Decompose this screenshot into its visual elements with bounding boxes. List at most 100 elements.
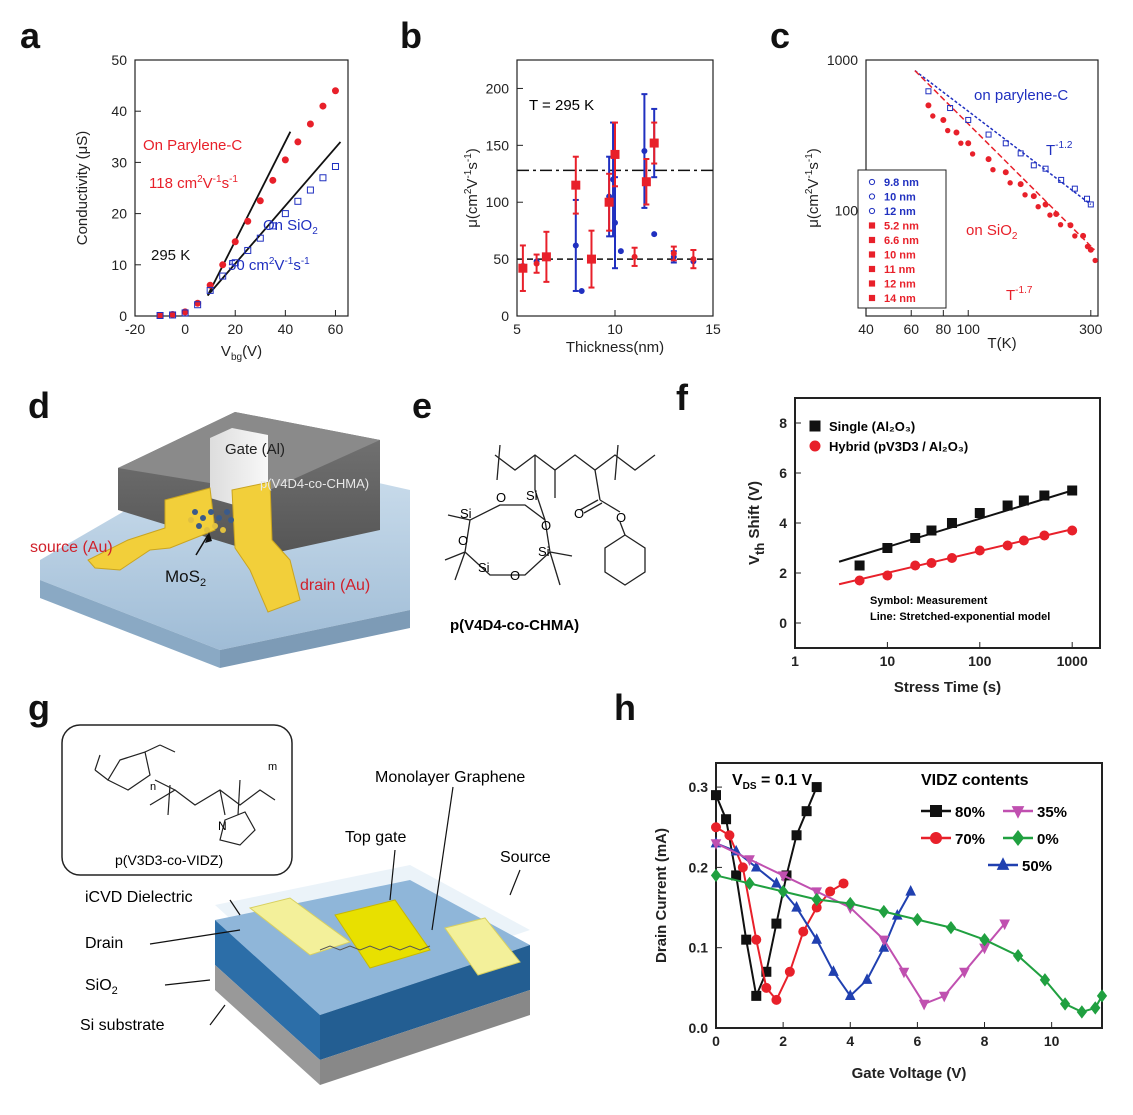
y-tick-label: 4: [779, 515, 787, 531]
data-point: [256, 234, 264, 242]
data-point: [777, 884, 789, 899]
data-point: [1090, 1001, 1101, 1015]
data-point: [771, 876, 782, 888]
data-point: [1092, 257, 1098, 264]
x-tick-label: 60: [903, 321, 919, 337]
data-point: [959, 967, 970, 979]
inset-N: N: [218, 819, 227, 833]
x-tick-label: 40: [858, 321, 874, 337]
data-point: [940, 116, 947, 123]
chart-h: 0 2 4 6 8 10 0.0 0.1 0.2 0.3 Gate Voltage (V) Drain…: [653, 762, 1108, 1082]
legend-marker: [809, 420, 821, 432]
data-point: [206, 281, 214, 289]
data-point: [294, 138, 302, 146]
data-point: [744, 876, 755, 891]
legend-marker: [868, 265, 876, 273]
x-tick-label: 10: [1044, 1033, 1060, 1049]
data-point: [965, 116, 972, 123]
data-point: [231, 238, 239, 246]
y-tick-label: 0.3: [689, 779, 709, 795]
y-tick-label: 50: [493, 251, 509, 267]
data-point: [1035, 204, 1041, 210]
data-point: [828, 965, 839, 976]
x-tick-label: 10: [607, 321, 623, 337]
data-point: [1087, 201, 1094, 208]
legend-item: 0%: [1037, 831, 1059, 848]
inset-structure: [94, 744, 276, 846]
panel-label-b: b: [400, 15, 422, 56]
label-drain: Drain: [85, 935, 123, 952]
data-point: [910, 533, 921, 543]
y-tick-label: 50: [111, 52, 127, 68]
data-point: [518, 263, 528, 273]
data-point: [1047, 212, 1053, 218]
data-point: [219, 272, 227, 280]
data-point: [777, 871, 789, 882]
data-point: [578, 287, 585, 294]
data-point: [882, 543, 893, 553]
y-tick-label: 0.0: [689, 1020, 709, 1036]
legend-title: VIDZ contents: [921, 772, 1029, 789]
data-point: [761, 966, 772, 977]
data-point: [306, 120, 314, 128]
x-tick-label: 6: [913, 1033, 921, 1049]
source-pad: [444, 917, 521, 976]
substrate-side: [220, 610, 410, 668]
data-point: [953, 129, 960, 136]
legend-item: 5.2 nm: [884, 221, 919, 233]
chem-atom-labels: Si O Si O O Si Si O O O p(V4D4-co-CHMA): [450, 488, 626, 634]
source-electrode: [87, 487, 216, 571]
svg-text:O: O: [458, 533, 468, 548]
pointer-lines: [149, 786, 521, 1026]
y-tick-label: 6: [779, 465, 787, 481]
data-point: [938, 991, 950, 1003]
chart-c: 40 60 80 100 300 100 1000 T(K) μ(cm2V-1s-1) on pa…: [804, 52, 1103, 352]
data-point: [918, 999, 930, 1011]
data-point: [969, 151, 976, 157]
data-point: [194, 299, 202, 307]
si-front: [215, 965, 320, 1085]
polymer-label: p(V4D4-co-CHMA): [260, 476, 369, 491]
svg-text:O: O: [616, 510, 626, 525]
data-point: [219, 261, 227, 269]
data-point: [1039, 490, 1050, 501]
data-point: [801, 806, 812, 817]
y-tick-label: 0: [119, 308, 127, 324]
y-tick-label: 20: [111, 206, 127, 222]
y-axis-label: μ(cm2V-1s-1): [463, 148, 481, 228]
legend-marker: [868, 193, 876, 200]
data-point: [854, 575, 865, 586]
data-point: [737, 862, 748, 873]
data-point: [269, 176, 277, 184]
sio2-front: [215, 920, 320, 1060]
x-tick-label: 0: [712, 1033, 720, 1049]
data-point: [670, 250, 677, 257]
graphene-device-g: n m N p(V3D3-co-VIDZ) Monolayer Graphene…: [61, 724, 551, 1085]
data-point: [930, 113, 936, 119]
legend-marker: [809, 440, 821, 452]
data-point: [925, 102, 932, 109]
data-point: [1017, 150, 1024, 157]
substrate-front: [40, 580, 220, 668]
data-point: [761, 982, 772, 993]
series-line: [715, 786, 818, 1000]
legend-item: 11 nm: [884, 264, 915, 276]
panel-label-a: a: [20, 15, 41, 56]
svg-text:Si: Si: [526, 488, 538, 503]
drain-label: drain (Au): [300, 577, 370, 594]
data-point: [878, 941, 890, 952]
data-point: [946, 518, 957, 528]
data-point: [1018, 535, 1029, 546]
data-point: [741, 934, 752, 945]
data-point: [1030, 162, 1037, 169]
label-sio2: SiO2: [85, 977, 118, 997]
legend-marker: [1011, 830, 1025, 846]
y-tick-label: 10: [111, 257, 127, 273]
data-point: [1058, 176, 1065, 183]
data-point: [974, 545, 985, 556]
data-point: [811, 782, 822, 793]
data-point: [1030, 193, 1037, 200]
data-point: [1017, 181, 1024, 188]
y-tick-label: 150: [486, 137, 510, 153]
x-axis-label: Stress Time (s): [894, 679, 1001, 696]
